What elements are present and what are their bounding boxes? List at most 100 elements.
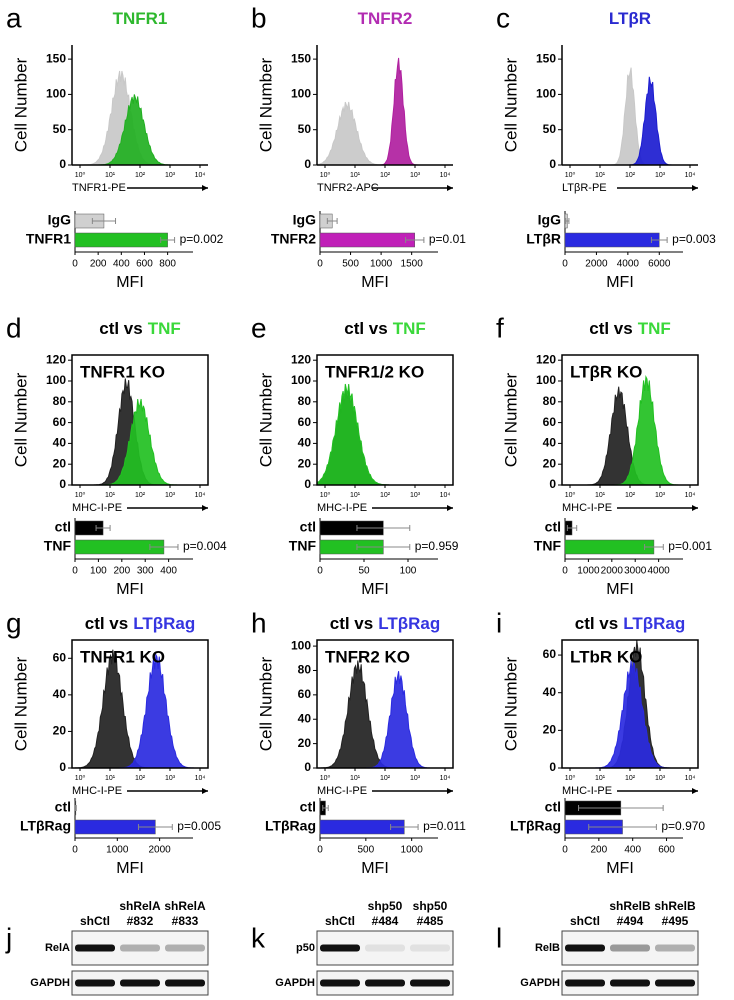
y-tick-label: 0	[59, 157, 66, 171]
y-tick-label: 80	[298, 394, 312, 408]
bar-category: TNFR1	[26, 231, 71, 247]
y-tick-label: 100	[291, 638, 311, 652]
title-part: TNF	[148, 319, 181, 338]
band	[165, 980, 205, 987]
band	[120, 980, 160, 987]
x-tick-label: 10¹	[595, 492, 606, 499]
bar-category: TNFR2	[271, 231, 316, 247]
x-tick-label: 10²	[380, 172, 391, 179]
title-part: LTβRag	[378, 614, 440, 633]
x-axis-label: TNFR2-APC	[317, 182, 379, 194]
y-tick-label: 0	[59, 477, 66, 491]
bar-category: TNF	[44, 538, 72, 554]
y-tick-label: 80	[298, 663, 312, 677]
lane-label: shRelA	[119, 899, 161, 913]
x-tick-label: 10²	[625, 775, 636, 782]
x-axis-label: MHC-I-PE	[562, 502, 612, 514]
x-tick-label: 10²	[625, 172, 636, 179]
error-bar	[75, 805, 76, 811]
bar-x-tick-label: 4000	[647, 566, 670, 577]
p-value: p=0.005	[177, 819, 221, 833]
bar-x-axis-label: MFI	[116, 274, 144, 291]
ko-label: TNFR2 KO	[325, 647, 410, 666]
x-tick-label: 10⁰	[565, 774, 576, 782]
lane-label: shp50	[413, 899, 448, 913]
p-value: p=0.004	[183, 539, 227, 553]
y-tick-label: 80	[543, 394, 557, 408]
bar-x-tick-label: 300	[137, 566, 154, 577]
bar-x-tick-label: 0	[72, 259, 78, 270]
y-tick-label: 50	[298, 122, 312, 136]
bar-x-tick-label: 400	[113, 259, 130, 270]
y-tick-label: 0	[549, 477, 556, 491]
x-tick-label: 10⁴	[195, 492, 206, 499]
y-tick-label: 60	[298, 687, 312, 701]
y-tick-label: 0	[304, 477, 311, 491]
bar-x-axis-label: MFI	[606, 581, 634, 598]
bar-x-tick-label: 400	[624, 845, 641, 856]
bar-x-tick-label: 800	[159, 259, 176, 270]
bar-x-tick-label: 0	[562, 845, 568, 856]
title-part: TNF	[393, 319, 426, 338]
bar-category: LTβRag	[265, 818, 316, 834]
x-tick-label: 10¹	[105, 172, 116, 179]
histogram-curve	[562, 377, 698, 485]
y-tick-label: 40	[298, 436, 312, 450]
ko-label: TNFR1 KO	[80, 362, 165, 381]
y-tick-label: 80	[53, 394, 67, 408]
x-tick-label: 10⁰	[320, 491, 331, 499]
panel-title: LTβR	[609, 9, 651, 28]
bar-category: TNF	[534, 538, 562, 554]
x-tick-label: 10³	[655, 775, 666, 782]
x-tick-label: 10⁴	[440, 492, 451, 499]
y-tick-label: 60	[298, 415, 312, 429]
x-tick-label: 10³	[165, 492, 176, 499]
lane-label: #494	[617, 914, 644, 928]
x-tick-label: 10⁰	[320, 774, 331, 782]
x-axis-label: MHC-I-PE	[562, 785, 612, 797]
title-part: LTβRag	[623, 614, 685, 633]
bar-x-axis-label: MFI	[361, 274, 389, 291]
y-tick-label: 20	[53, 724, 67, 738]
histogram-curve	[72, 399, 208, 485]
x-tick-label: 10³	[655, 492, 666, 499]
y-tick-label: 40	[53, 687, 67, 701]
title-part: TNF	[638, 319, 671, 338]
title-part: LTβR	[609, 9, 651, 28]
p-value: p=0.002	[180, 232, 224, 246]
x-tick-label: 10²	[135, 775, 146, 782]
bar-x-tick-label: 100	[400, 566, 417, 577]
band	[120, 945, 160, 952]
band	[655, 945, 695, 952]
ko-label: LTbR KO	[570, 647, 642, 666]
bar-x-tick-label: 0	[317, 566, 323, 577]
y-tick-label: 100	[536, 87, 556, 101]
lane-label: shCtl	[325, 914, 355, 928]
bar-x-tick-label: 0	[317, 845, 323, 856]
band	[610, 945, 650, 952]
x-tick-label: 10⁰	[320, 171, 331, 179]
panel-title: ctl vsLTβRag	[85, 614, 195, 633]
bar-x-tick-label: 3000	[624, 566, 647, 577]
row-label: GAPDH	[275, 977, 315, 989]
y-tick-label: 20	[543, 456, 557, 470]
x-tick-label: 10⁴	[195, 172, 206, 179]
band	[610, 980, 650, 987]
y-tick-label: 100	[536, 373, 556, 387]
p-value: p=0.01	[429, 232, 466, 246]
band	[565, 980, 605, 987]
band	[75, 945, 115, 952]
x-tick-label: 10⁴	[440, 172, 451, 179]
x-tick-label: 10⁴	[685, 492, 696, 499]
x-tick-label: 10²	[135, 492, 146, 499]
bar-x-tick-label: 1000	[401, 845, 424, 856]
lane-label: shCtl	[570, 914, 600, 928]
x-tick-label: 10²	[380, 492, 391, 499]
panel-title: ctl vsTNF	[589, 319, 671, 338]
x-tick-label: 10⁰	[75, 171, 86, 179]
x-tick-label: 10⁴	[195, 775, 206, 782]
y-tick-label: 20	[298, 456, 312, 470]
title-part: ctl vs	[85, 614, 128, 633]
bar-x-tick-label: 2000	[148, 845, 171, 856]
bar-x-tick-label: 6000	[648, 259, 671, 270]
